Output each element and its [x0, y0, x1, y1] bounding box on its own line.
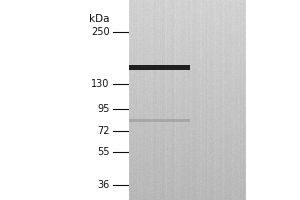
Text: 95: 95 [97, 104, 110, 114]
Text: kDa: kDa [89, 14, 110, 24]
Bar [129, 65, 190, 70]
Bar [129, 119, 190, 122]
Text: 250: 250 [91, 27, 110, 37]
Text: 130: 130 [91, 79, 110, 89]
Text: 36: 36 [97, 180, 110, 190]
Text: 55: 55 [97, 147, 110, 157]
Text: 72: 72 [97, 126, 110, 136]
